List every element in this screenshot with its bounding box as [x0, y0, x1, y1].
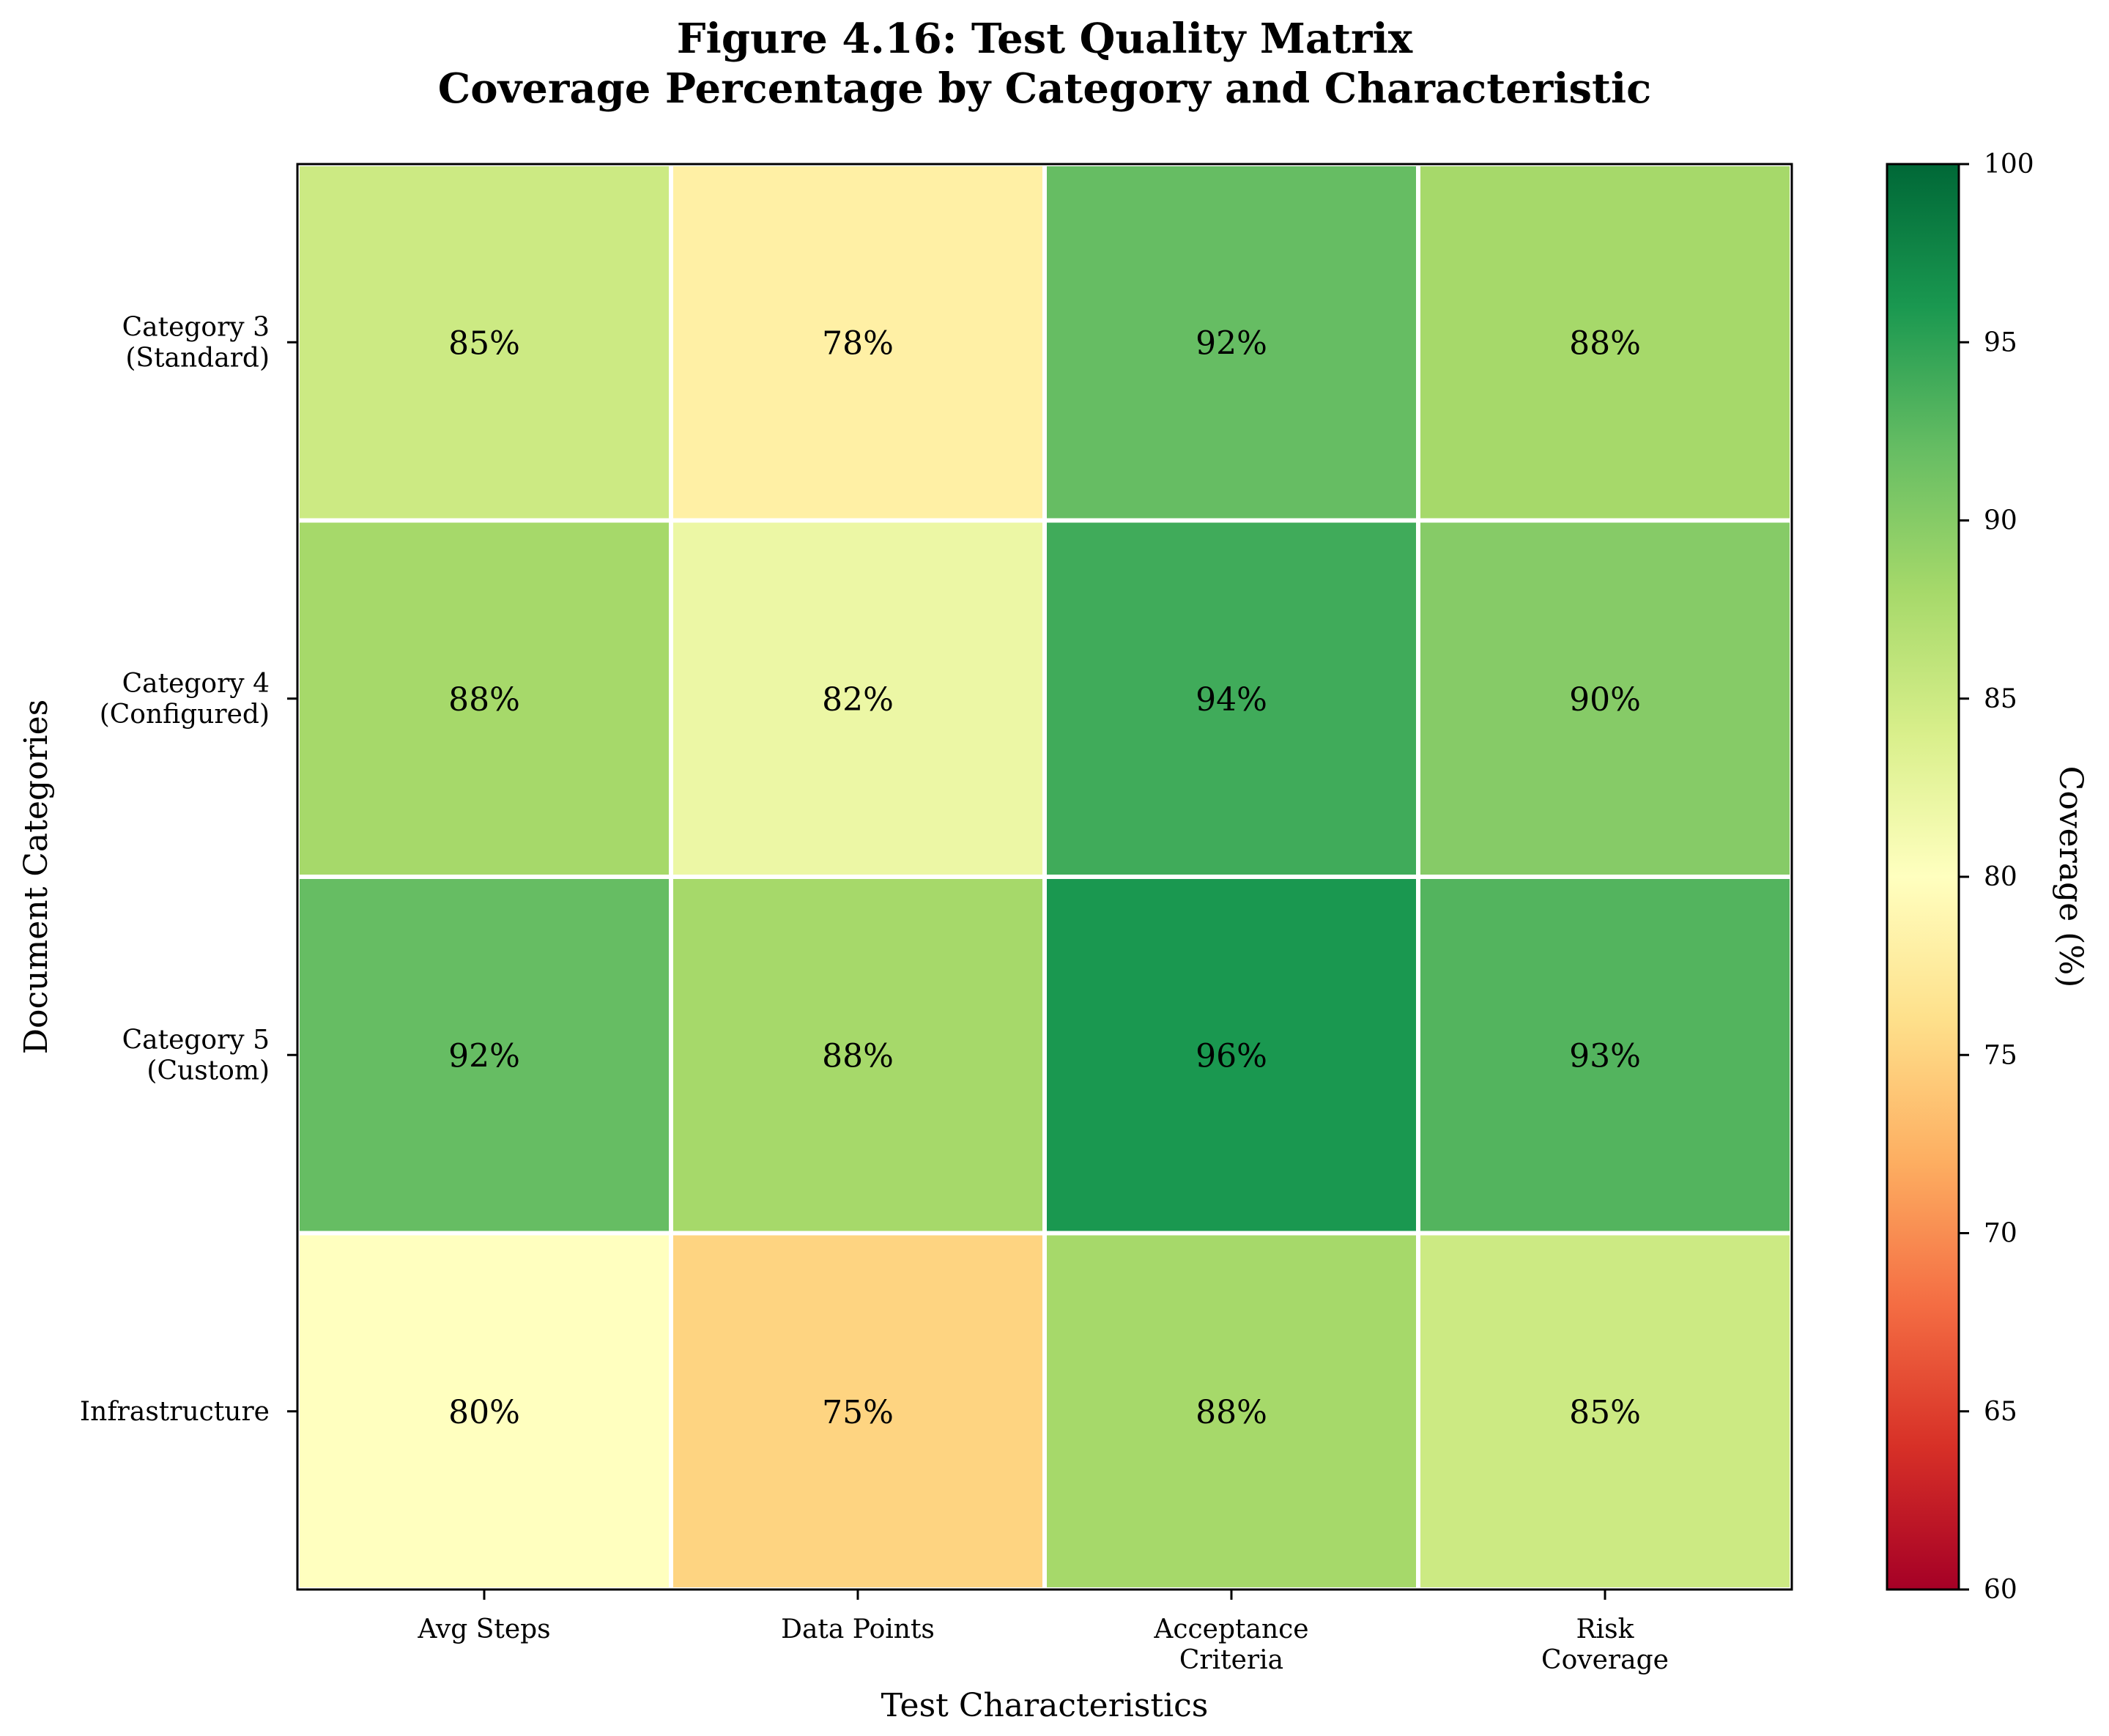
y-tick-label: (Custom) — [147, 1056, 270, 1086]
cell-value-label: 85% — [448, 324, 520, 362]
heatmap-cell-labels: 85% 78% 92% 88% 88% 82% 94% 90% 92% 88% 96% 93% 80% 7… — [448, 324, 1641, 1431]
heatmap-cell — [1416, 518, 1794, 879]
heatmap-cell — [669, 518, 1047, 879]
colorbar-tick-label: 70 — [1984, 1219, 2017, 1249]
cell-value-label: 94% — [1196, 681, 1267, 719]
cell-value-label: 93% — [1569, 1037, 1641, 1075]
heatmap-cell — [669, 162, 1047, 523]
plot-frame — [296, 163, 1793, 1591]
cell-value-label: 75% — [822, 1394, 894, 1431]
x-tick-label: Data Points — [781, 1614, 935, 1644]
cell-value-label: 90% — [1569, 681, 1641, 719]
heatmap-cells — [295, 162, 1794, 1592]
cell-value-label: 85% — [1569, 1394, 1641, 1431]
cell-value-label: 96% — [1196, 1037, 1267, 1075]
colorbar — [1886, 163, 1960, 1591]
heatmap-cell — [1416, 162, 1794, 523]
colorbar-tick-label: 80 — [1984, 862, 2017, 892]
cell-value-label: 82% — [822, 681, 894, 719]
heatmap-cell — [1416, 875, 1794, 1236]
x-tick-label: Avg Steps — [417, 1614, 550, 1644]
cell-value-label: 88% — [822, 1037, 894, 1075]
heatmap-cell — [669, 875, 1047, 1236]
x-tick-label: Criteria — [1179, 1645, 1283, 1675]
cell-value-label: 92% — [448, 1037, 520, 1075]
y-tick-label: Infrastructure — [80, 1397, 270, 1427]
colorbar-ticks: 60 65 70 75 80 85 90 95 100 — [1959, 149, 2034, 1605]
cell-value-label: 88% — [448, 681, 520, 719]
colorbar-label: Coverage (%) — [2052, 766, 2089, 988]
colorbar-tick-label: 65 — [1984, 1397, 2017, 1427]
y-axis-label: Document Categories — [18, 700, 55, 1055]
heatmap-cell — [295, 1231, 673, 1592]
heatmap-cell — [1416, 1231, 1794, 1592]
heatmap-cell — [295, 162, 673, 523]
y-tick-label: Category 3 — [122, 312, 270, 342]
x-tick-label: Acceptance — [1153, 1614, 1308, 1644]
cell-value-label: 78% — [822, 324, 894, 362]
cell-value-label: 80% — [448, 1394, 520, 1431]
chart-title-line1: Figure 4.16: Test Quality Matrix — [677, 15, 1413, 63]
y-tick-label: Category 4 — [122, 669, 270, 699]
y-tick-label: (Configured) — [100, 700, 270, 730]
colorbar-tick-label: 95 — [1984, 327, 2017, 357]
cell-value-label: 92% — [1196, 324, 1267, 362]
colorbar-tick-label: 60 — [1984, 1575, 2017, 1605]
colorbar-tick-label: 75 — [1984, 1040, 2017, 1070]
colorbar-tick-label: 85 — [1984, 684, 2017, 714]
y-axis-ticks: Category 3(Standard) Category 4(Configure… — [80, 312, 297, 1427]
heatmap-cell — [295, 518, 673, 879]
x-tick-label: Coverage — [1541, 1645, 1669, 1675]
chart-title-line2: Coverage Percentage by Category and Char… — [438, 64, 1652, 113]
x-tick-label: Risk — [1576, 1614, 1635, 1644]
colorbar-tick-label: 90 — [1984, 506, 2017, 536]
y-tick-label: (Standard) — [125, 343, 270, 373]
y-tick-label: Category 5 — [122, 1025, 270, 1055]
cell-value-label: 88% — [1569, 324, 1641, 362]
heatmap-cell — [669, 1231, 1047, 1592]
x-axis-label: Test Characteristics — [881, 1687, 1209, 1724]
cell-value-label: 88% — [1196, 1394, 1267, 1431]
colorbar-tick-label: 100 — [1984, 149, 2034, 179]
